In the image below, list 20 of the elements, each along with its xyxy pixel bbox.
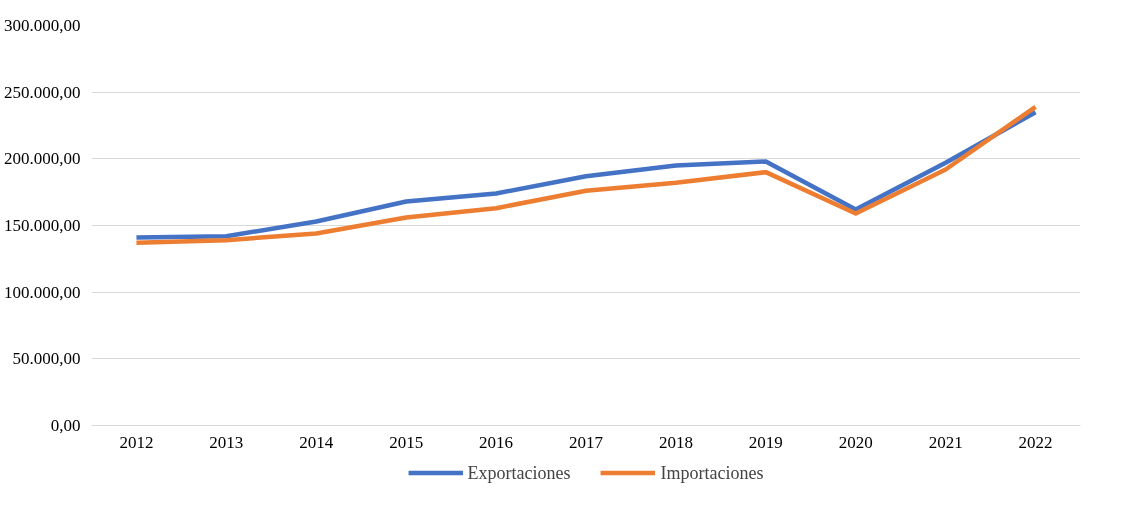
x-tick-label: 2021 (928, 432, 963, 452)
x-tick-label: 2012 (119, 432, 154, 452)
legend-label: Exportaciones (467, 462, 571, 483)
y-tick-label: 200.000,00 (4, 149, 81, 169)
x-tick-label: 2018 (658, 432, 693, 452)
x-tick-label: 2017 (569, 432, 604, 452)
x-tick-label: 2013 (209, 432, 244, 452)
x-tick-label: 2019 (748, 432, 783, 452)
x-tick-label: 2022 (1018, 432, 1053, 452)
x-tick-label: 2014 (299, 432, 334, 452)
y-tick-label: 300.000,00 (4, 16, 81, 35)
x-tick-label: 2016 (479, 432, 514, 452)
y-tick-label: 150.000,00 (4, 216, 81, 235)
x-tick-label: 2015 (389, 432, 424, 452)
legend-label: Importaciones (660, 462, 764, 483)
y-tick-label: 50.000,00 (12, 349, 81, 369)
y-tick-label: 100.000,00 (4, 282, 81, 302)
x-tick-label: 2020 (838, 432, 873, 452)
y-tick-label: 250.000,00 (4, 82, 81, 102)
y-tick-label: 0,00 (50, 416, 81, 435)
